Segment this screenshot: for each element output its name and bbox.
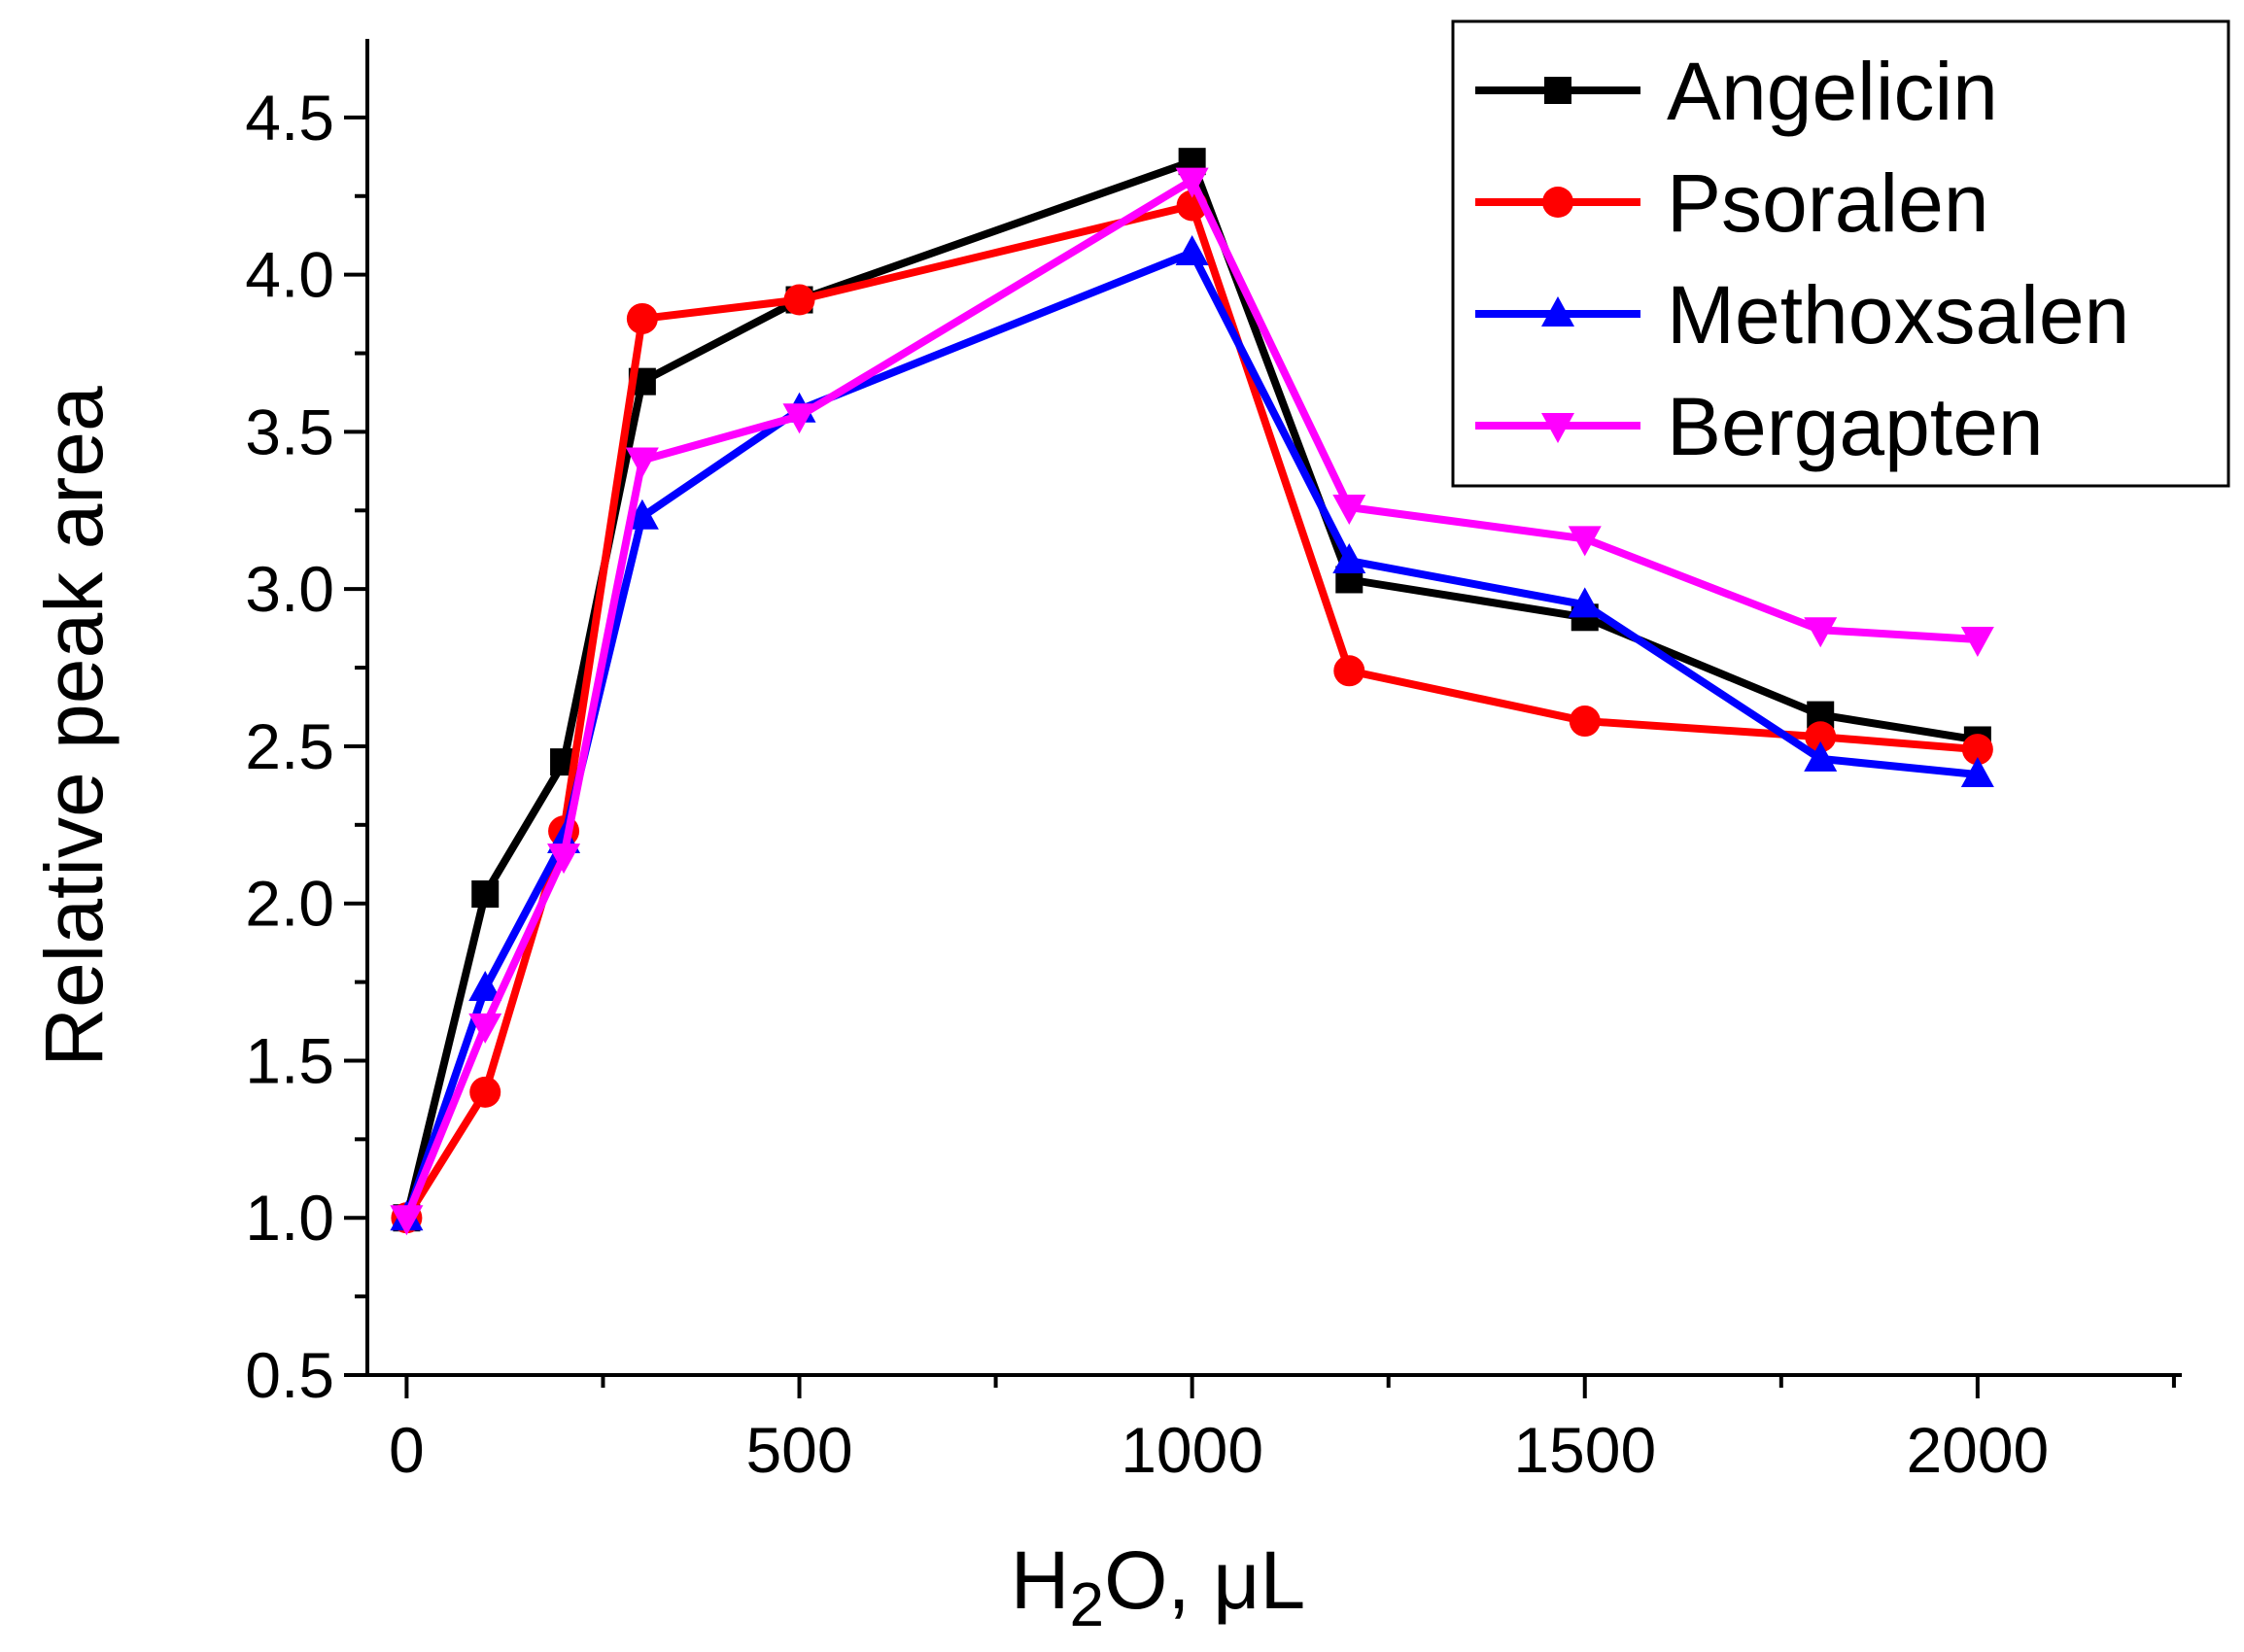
x-tick-label: 1500 [1513,1414,1656,1486]
legend-label-angelicin: Angelicin [1667,46,1998,137]
data-point-psoralen [1805,721,1837,753]
series-line-methoxsalen [402,249,1979,1220]
x-tick-label: 2000 [1906,1414,2049,1486]
legend-marker-psoralen [1542,187,1573,218]
data-point-methoxsalen [1175,235,1209,265]
x-title-rest: O, μL [1104,1534,1305,1626]
legend-entry-psoralen: Psoralen [1475,157,1989,249]
data-point-methoxsalen [1804,740,1838,772]
series-line-bergapten [402,176,1979,1220]
legend-box [1451,19,2230,488]
y-tick-label: 0.5 [245,1339,334,1411]
data-point-methoxsalen [625,499,659,530]
legend-entry-angelicin: Angelicin [1475,46,1998,137]
legend-label-bergapten: Bergapten [1667,381,2044,472]
legend-entry-bergapten: Bergapten [1475,381,2044,472]
data-point-methoxsalen [1568,587,1602,618]
data-point-methoxsalen [1332,543,1366,574]
series-line-angelicin [402,157,1979,1220]
axes: 0.5 1.0 1.5 2.0 2.5 3.0 3.5 4.0 4.5 0 500 1000 1500 2… [245,39,2182,1486]
x-tick-label: 0 [389,1414,425,1486]
data-point-methoxsalen [1960,757,1994,788]
data-point-bergapten [1804,617,1838,648]
legend-marker-angelicin [1544,77,1571,104]
y-axis-title: Relative peak area [28,386,120,1067]
data-point-psoralen [469,1076,501,1108]
data-point-bergapten [1332,495,1366,526]
legend: Angelicin Psoralen Methoxsalen Bergapten [1451,19,2230,488]
x-tick-label: 1000 [1121,1414,1263,1486]
y-tick-label: 1.0 [245,1182,334,1254]
y-tick-label: 4.5 [245,82,334,154]
legend-marker-bergapten [1541,413,1574,443]
data-point-psoralen [1569,706,1601,738]
data-point-psoralen [1333,655,1365,687]
legend-label-psoralen: Psoralen [1667,157,1989,249]
legend-marker-methoxsalen [1541,296,1574,327]
data-point-psoralen [626,302,658,334]
data-point-bergapten [1175,167,1209,198]
data-point-methoxsalen [468,971,502,1002]
y-tick-label: 1.5 [245,1024,334,1096]
x-tick-label: 500 [745,1414,852,1486]
data-point-bergapten [782,403,816,434]
series-line-psoralen [403,201,1979,1221]
data-point-bergapten [1960,626,1994,657]
data-point-bergapten [547,843,581,875]
legend-entry-methoxsalen: Methoxsalen [1475,269,2129,361]
y-tick-label: 3.0 [245,553,334,625]
x-axis-title: H2O, μL [1011,1534,1305,1639]
data-point-bergapten [468,1013,502,1044]
data-point-psoralen [1961,734,1993,766]
y-tick-label: 4.0 [245,239,334,311]
data-point-psoralen [783,284,815,316]
y-tick-label: 2.5 [245,710,334,782]
y-tick-label: 2.0 [245,868,334,940]
legend-label-methoxsalen: Methoxsalen [1667,269,2129,361]
data-point-bergapten [1568,526,1602,557]
data-point-bergapten [390,1205,424,1236]
series-bergapten [390,167,1994,1236]
x-title-base: H [1011,1534,1070,1626]
data-point-angelicin [471,880,500,908]
series-layer [390,148,1994,1236]
x-title-subscript: 2 [1069,1569,1104,1639]
data-point-bergapten [625,447,659,478]
y-tick-label: 3.5 [245,396,334,467]
